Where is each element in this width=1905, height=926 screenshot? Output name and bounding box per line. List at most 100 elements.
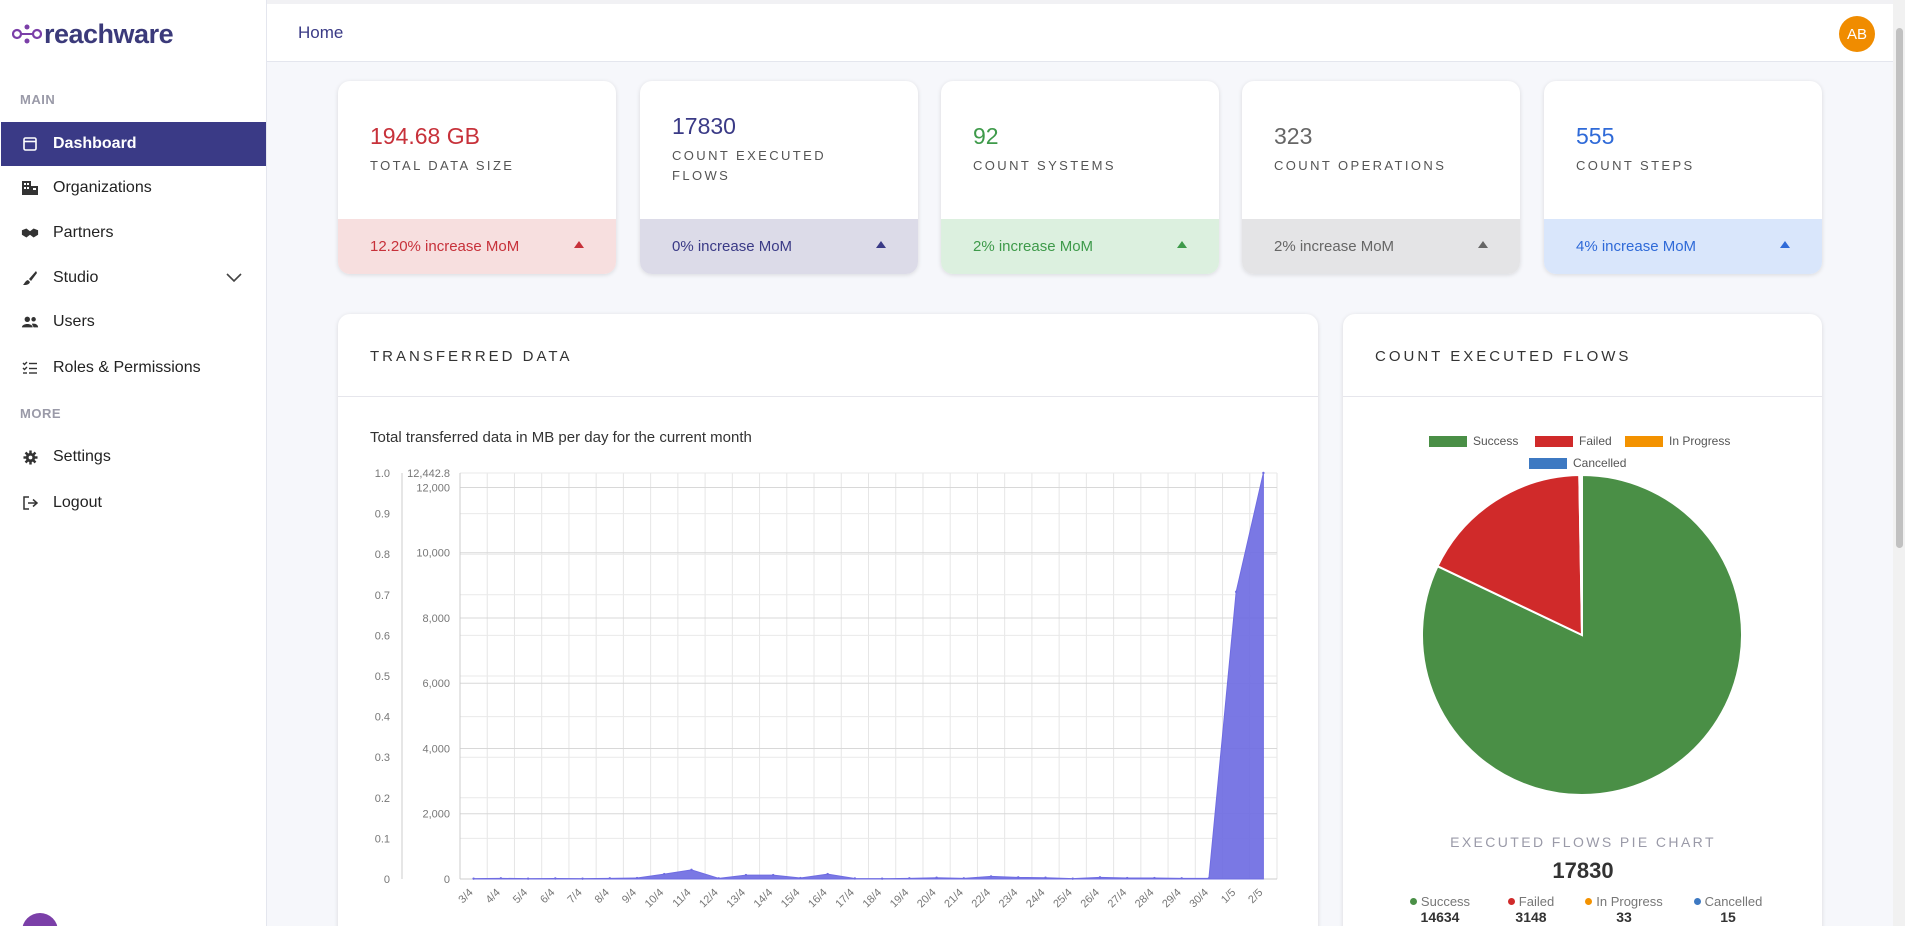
kpi-card-count-systems: 92 COUNT SYSTEMS 2% increase MoM bbox=[941, 81, 1219, 274]
status-dot bbox=[1507, 898, 1515, 905]
legend-item-failed[interactable]: Failed bbox=[1535, 434, 1612, 448]
pie-total: 17830 bbox=[1552, 858, 1614, 883]
x-tick-label: 25/4 bbox=[1051, 887, 1075, 911]
sidebar-item-settings[interactable]: Settings bbox=[1, 435, 266, 479]
legend-label: Success bbox=[1473, 434, 1519, 448]
pie-slice-failed[interactable] bbox=[1436, 474, 1584, 637]
stat-label: Success bbox=[1420, 894, 1471, 909]
avatar[interactable] bbox=[22, 913, 58, 926]
stat-label: In Progress bbox=[1596, 894, 1663, 909]
data-point[interactable] bbox=[1071, 877, 1074, 880]
legend-swatch bbox=[1529, 457, 1567, 469]
arrow-up-icon bbox=[574, 241, 584, 248]
kpi-trend-label: 2% increase MoM bbox=[1274, 238, 1395, 255]
data-point[interactable] bbox=[690, 868, 693, 872]
data-point[interactable] bbox=[1044, 876, 1047, 879]
status-dot bbox=[1409, 898, 1417, 905]
x-tick-label: 23/4 bbox=[997, 887, 1021, 911]
legend-label: In Progress bbox=[1669, 434, 1731, 448]
legend-swatch bbox=[1535, 435, 1573, 447]
legend-swatch bbox=[1429, 435, 1467, 447]
stat-label: Failed bbox=[1518, 894, 1555, 909]
data-point[interactable] bbox=[581, 877, 584, 880]
legend-label: Failed bbox=[1579, 434, 1612, 448]
data-point[interactable] bbox=[799, 876, 802, 880]
data-point[interactable] bbox=[1017, 876, 1020, 879]
legend-item-success[interactable]: Success bbox=[1429, 434, 1518, 448]
sidebar-item-logout[interactable]: Logout bbox=[1, 481, 266, 525]
data-point[interactable] bbox=[1126, 876, 1129, 880]
sidebar-item-organizations[interactable]: Organizations bbox=[1, 166, 266, 210]
data-point[interactable] bbox=[1180, 877, 1183, 880]
legend-label: Cancelled bbox=[1573, 456, 1627, 470]
kpi-trend: 4% increase MoM bbox=[1544, 219, 1822, 274]
chart-subtitle: Total transferred data in MB per day for… bbox=[370, 429, 752, 446]
divider bbox=[1343, 396, 1822, 397]
breadcrumb[interactable]: Home bbox=[298, 23, 344, 42]
data-point[interactable] bbox=[472, 877, 475, 880]
stat-value: 3148 bbox=[1515, 909, 1547, 925]
data-point[interactable] bbox=[526, 877, 530, 880]
data-point[interactable] bbox=[962, 877, 966, 880]
handshake-icon bbox=[21, 224, 39, 242]
kpi-card-count-operations: 323 COUNT OPERATIONS 2% increase MoM bbox=[1242, 81, 1520, 274]
sidebar-item-studio[interactable]: Studio bbox=[1, 256, 266, 300]
x-tick-label: 3/4 bbox=[456, 887, 475, 906]
kpi-trend: 2% increase MoM bbox=[941, 219, 1219, 274]
data-point[interactable] bbox=[554, 877, 557, 880]
data-point[interactable] bbox=[499, 877, 503, 880]
data-point[interactable] bbox=[880, 877, 884, 880]
y-left-tick-label: 0 bbox=[384, 874, 390, 886]
sidebar-item-partners[interactable]: Partners bbox=[1, 211, 266, 255]
data-point[interactable] bbox=[635, 876, 639, 880]
y-right-tick-label: 6,000 bbox=[422, 678, 450, 690]
data-point[interactable] bbox=[853, 877, 857, 880]
kpi-trend-label: 12.20% increase MoM bbox=[370, 238, 520, 255]
kpi-card-count-steps: 555 COUNT STEPS 4% increase MoM bbox=[1544, 81, 1822, 274]
kpi-value: 92 bbox=[973, 123, 999, 149]
building-icon bbox=[21, 179, 39, 197]
data-point[interactable] bbox=[1262, 471, 1265, 475]
panel-title: COUNT EXECUTED FLOWS bbox=[1375, 348, 1632, 365]
data-point[interactable] bbox=[744, 873, 748, 877]
x-tick-label: 29/4 bbox=[1160, 887, 1184, 911]
y-right-tick-label: 0 bbox=[444, 874, 450, 886]
sidebar-item-label: Settings bbox=[53, 448, 111, 465]
legend-item-in-progress[interactable]: In Progress bbox=[1625, 434, 1730, 448]
data-point[interactable] bbox=[1098, 876, 1102, 879]
stat-in-progress: In Progress 33 bbox=[1569, 894, 1679, 925]
data-point[interactable] bbox=[717, 877, 720, 880]
kpi-trend-label: 0% increase MoM bbox=[672, 238, 793, 255]
scrollbar-thumb[interactable] bbox=[1896, 28, 1903, 548]
sidebar-item-users[interactable]: Users bbox=[1, 300, 266, 344]
kpi-card-total-data-size: 194.68 GB TOTAL DATA SIZE 12.20% increase … bbox=[338, 81, 616, 274]
kpi-value: 17830 bbox=[672, 113, 736, 139]
data-point[interactable] bbox=[663, 872, 666, 876]
data-point[interactable] bbox=[771, 873, 775, 877]
kpi-trend: 2% increase MoM bbox=[1242, 219, 1520, 274]
data-point[interactable] bbox=[608, 877, 611, 880]
legend-item-cancelled[interactable]: Cancelled bbox=[1529, 456, 1626, 470]
data-point[interactable] bbox=[1153, 876, 1156, 880]
y-left-tick-label: 0.1 bbox=[375, 833, 390, 845]
brand-logo[interactable]: reachware bbox=[12, 18, 174, 50]
user-avatar[interactable]: AB bbox=[1839, 16, 1875, 52]
pie-slice-cancelled[interactable] bbox=[1580, 474, 1583, 636]
data-point[interactable] bbox=[1234, 590, 1238, 594]
kpi-label: TOTAL DATA SIZE bbox=[370, 158, 515, 173]
dashboard-icon bbox=[21, 135, 39, 153]
chevron-down-icon[interactable] bbox=[226, 270, 242, 288]
kpi-trend: 0% increase MoM bbox=[640, 219, 918, 274]
x-tick-label: 6/4 bbox=[538, 887, 557, 906]
sidebar-item-dashboard[interactable]: Dashboard bbox=[1, 122, 266, 166]
data-point[interactable] bbox=[1207, 877, 1211, 880]
x-tick-label: 26/4 bbox=[1078, 887, 1102, 911]
data-point[interactable] bbox=[908, 877, 911, 880]
sidebar-item-roles-permissions[interactable]: Roles & Permissions bbox=[1, 346, 266, 390]
y-right-tick-label: 2,000 bbox=[422, 809, 450, 821]
x-tick-label: 28/4 bbox=[1133, 887, 1157, 911]
kpi-value: 194.68 GB bbox=[370, 123, 480, 149]
data-point[interactable] bbox=[989, 875, 993, 878]
data-point[interactable] bbox=[826, 872, 829, 876]
data-point[interactable] bbox=[935, 876, 938, 879]
